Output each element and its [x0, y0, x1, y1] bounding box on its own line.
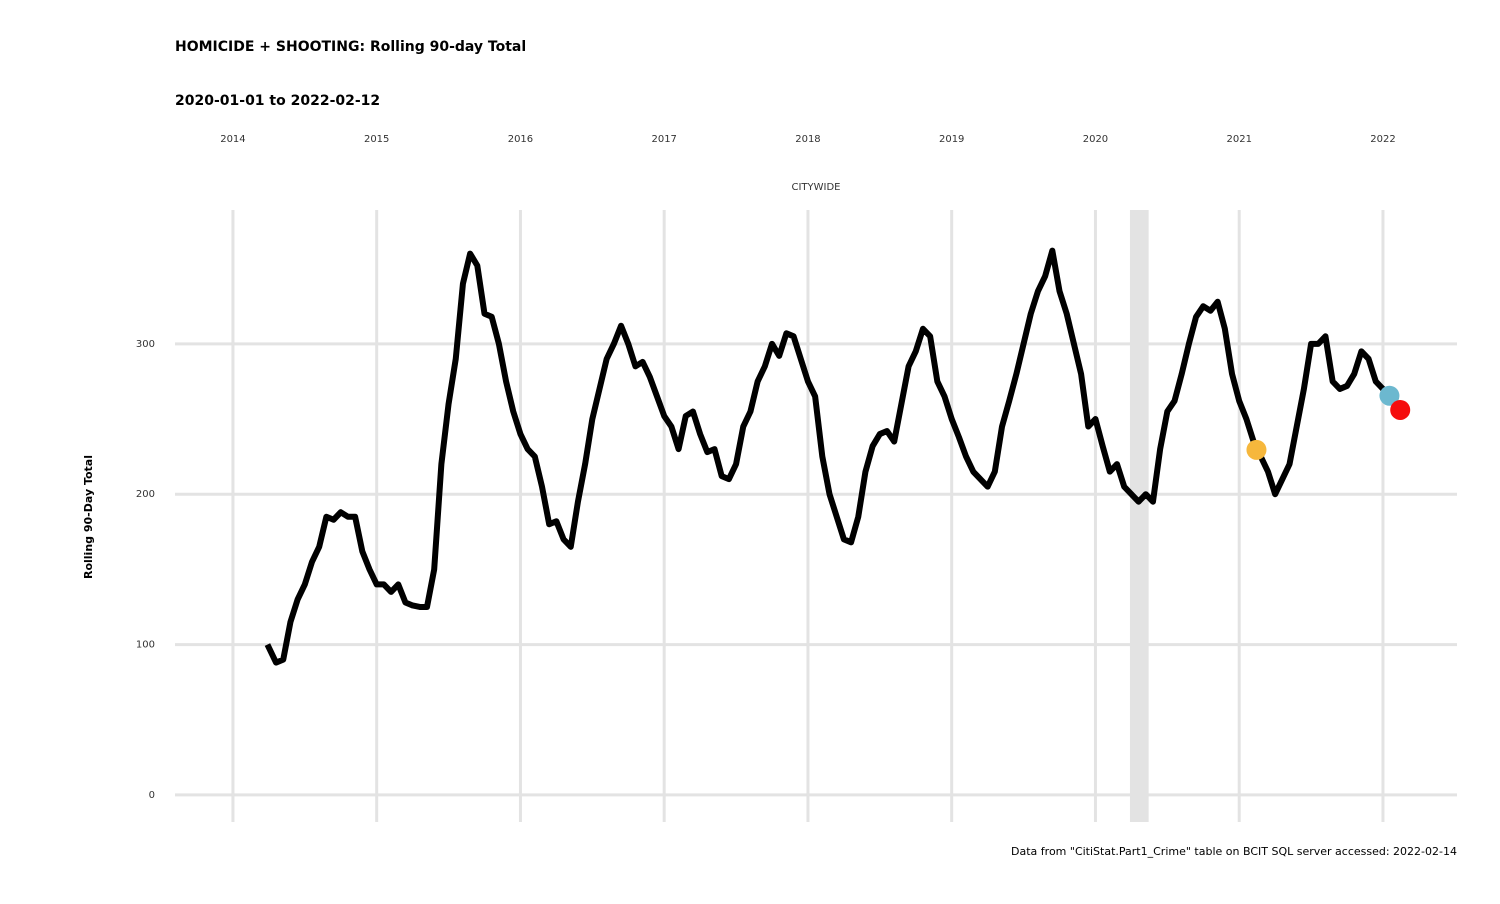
- chart-subtitle: 2020-01-01 to 2022-02-12: [175, 93, 380, 109]
- highlight-point: [1379, 385, 1400, 406]
- highlight-point: [1246, 439, 1267, 460]
- y-tick-label: 200: [136, 489, 155, 500]
- y-tick-label: 100: [136, 640, 155, 651]
- x-tick-label: 2020: [1083, 134, 1108, 145]
- caption: Data from "CitiStat.Part1_Crime" table o…: [1011, 845, 1457, 858]
- facet-label: CITYWIDE: [791, 182, 840, 193]
- y-axis-label: Rolling 90-Day Total: [82, 455, 95, 579]
- x-tick-label: 2015: [364, 134, 389, 145]
- x-tick-label: 2018: [795, 134, 820, 145]
- y-tick-label: 0: [149, 790, 155, 801]
- x-tick-label: 2021: [1226, 134, 1251, 145]
- shaded-region: [1129, 210, 1149, 822]
- x-tick-label: 2016: [508, 134, 533, 145]
- y-tick-label: 300: [136, 339, 155, 350]
- x-tick-label: 2019: [939, 134, 964, 145]
- x-tick-label: 2014: [220, 134, 245, 145]
- chart-title: HOMICIDE + SHOOTING: Rolling 90-day Tota…: [175, 39, 526, 55]
- highlight-point: [1390, 399, 1411, 420]
- x-tick-label: 2022: [1370, 134, 1395, 145]
- x-tick-label: 2017: [651, 134, 676, 145]
- data-line: [264, 247, 1399, 666]
